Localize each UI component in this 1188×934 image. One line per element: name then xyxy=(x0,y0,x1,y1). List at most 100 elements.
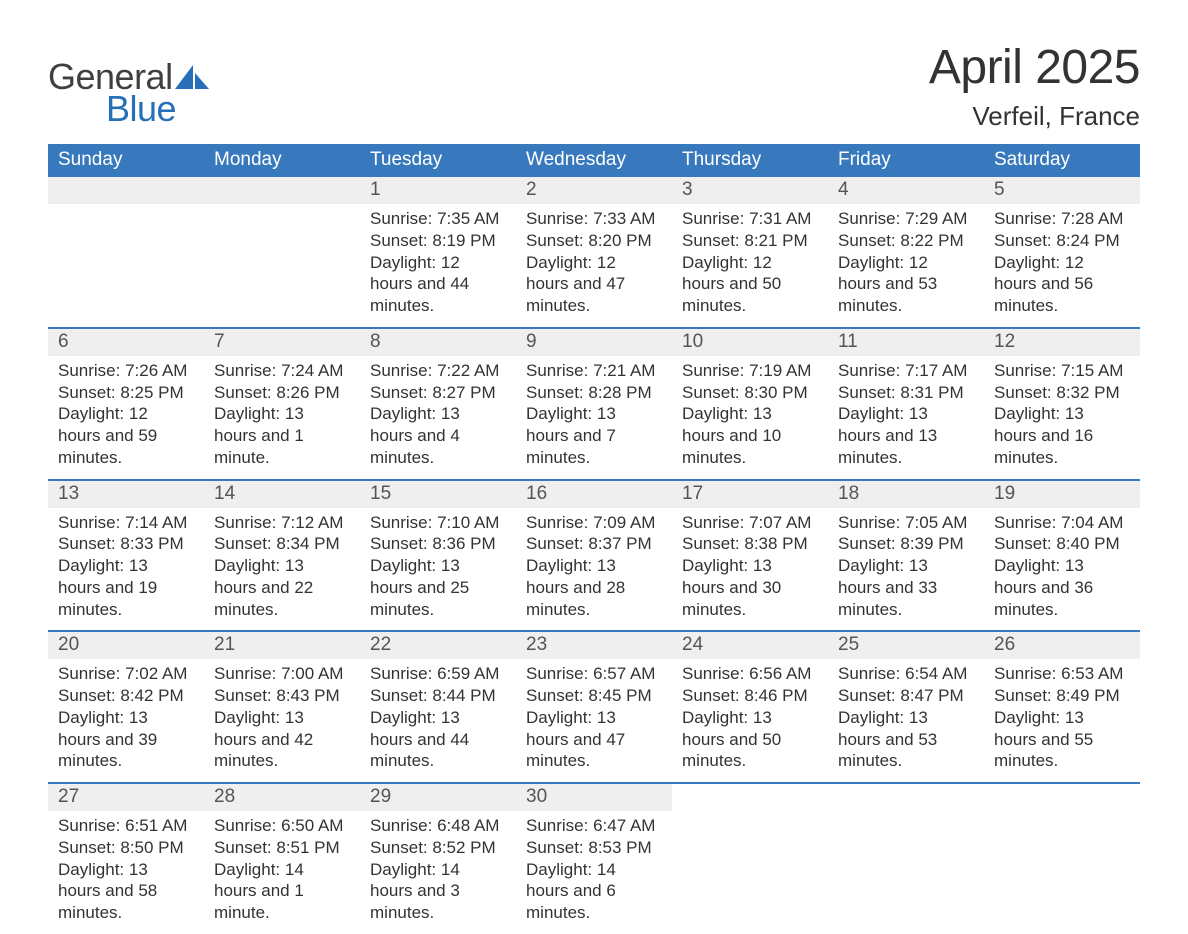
day-cell: 19Sunrise: 7:04 AMSunset: 8:40 PMDayligh… xyxy=(984,481,1140,631)
sunset-text: Sunset: 8:38 PM xyxy=(682,533,818,555)
sunrise-text: Sunrise: 7:22 AM xyxy=(370,360,506,382)
sunrise-text: Sunrise: 7:10 AM xyxy=(370,512,506,534)
sunrise-text: Sunrise: 7:33 AM xyxy=(526,208,662,230)
daylight-text: Daylight: 12 hours and 44 minutes. xyxy=(370,252,506,317)
day-content: Sunrise: 6:48 AMSunset: 8:52 PMDaylight:… xyxy=(360,811,516,924)
day-cell: 27Sunrise: 6:51 AMSunset: 8:50 PMDayligh… xyxy=(48,784,204,934)
sunset-text: Sunset: 8:31 PM xyxy=(838,382,974,404)
sunrise-text: Sunrise: 7:14 AM xyxy=(58,512,194,534)
sunset-text: Sunset: 8:51 PM xyxy=(214,837,350,859)
day-content: Sunrise: 6:47 AMSunset: 8:53 PMDaylight:… xyxy=(516,811,672,924)
day-number: 15 xyxy=(360,481,516,508)
day-number: 23 xyxy=(516,632,672,659)
logo-text-blue: Blue xyxy=(106,88,209,130)
weekday-header: Sunday xyxy=(48,144,204,177)
weeks-container: 1Sunrise: 7:35 AMSunset: 8:19 PMDaylight… xyxy=(48,177,1140,934)
day-cell: 17Sunrise: 7:07 AMSunset: 8:38 PMDayligh… xyxy=(672,481,828,631)
day-number xyxy=(48,177,204,204)
sunset-text: Sunset: 8:28 PM xyxy=(526,382,662,404)
sunset-text: Sunset: 8:25 PM xyxy=(58,382,194,404)
day-cell: 6Sunrise: 7:26 AMSunset: 8:25 PMDaylight… xyxy=(48,329,204,479)
sunrise-text: Sunrise: 7:05 AM xyxy=(838,512,974,534)
day-content: Sunrise: 7:28 AMSunset: 8:24 PMDaylight:… xyxy=(984,204,1140,317)
day-cell: 4Sunrise: 7:29 AMSunset: 8:22 PMDaylight… xyxy=(828,177,984,327)
sunrise-text: Sunrise: 6:51 AM xyxy=(58,815,194,837)
sunset-text: Sunset: 8:36 PM xyxy=(370,533,506,555)
day-number xyxy=(204,177,360,204)
daylight-text: Daylight: 13 hours and 30 minutes. xyxy=(682,555,818,620)
day-cell: 11Sunrise: 7:17 AMSunset: 8:31 PMDayligh… xyxy=(828,329,984,479)
sunrise-text: Sunrise: 7:29 AM xyxy=(838,208,974,230)
day-content: Sunrise: 6:54 AMSunset: 8:47 PMDaylight:… xyxy=(828,659,984,772)
weekday-header: Monday xyxy=(204,144,360,177)
sunset-text: Sunset: 8:52 PM xyxy=(370,837,506,859)
sunrise-text: Sunrise: 6:54 AM xyxy=(838,663,974,685)
sunset-text: Sunset: 8:27 PM xyxy=(370,382,506,404)
daylight-text: Daylight: 12 hours and 53 minutes. xyxy=(838,252,974,317)
day-content: Sunrise: 7:21 AMSunset: 8:28 PMDaylight:… xyxy=(516,356,672,469)
daylight-text: Daylight: 13 hours and 58 minutes. xyxy=(58,859,194,924)
day-cell: 25Sunrise: 6:54 AMSunset: 8:47 PMDayligh… xyxy=(828,632,984,782)
day-cell: 7Sunrise: 7:24 AMSunset: 8:26 PMDaylight… xyxy=(204,329,360,479)
day-cell: 13Sunrise: 7:14 AMSunset: 8:33 PMDayligh… xyxy=(48,481,204,631)
week-row: 1Sunrise: 7:35 AMSunset: 8:19 PMDaylight… xyxy=(48,177,1140,327)
sunrise-text: Sunrise: 7:15 AM xyxy=(994,360,1130,382)
day-cell: 10Sunrise: 7:19 AMSunset: 8:30 PMDayligh… xyxy=(672,329,828,479)
daylight-text: Daylight: 13 hours and 10 minutes. xyxy=(682,403,818,468)
day-number: 28 xyxy=(204,784,360,811)
sunrise-text: Sunrise: 7:07 AM xyxy=(682,512,818,534)
sunrise-text: Sunrise: 7:17 AM xyxy=(838,360,974,382)
daylight-text: Daylight: 13 hours and 25 minutes. xyxy=(370,555,506,620)
sunset-text: Sunset: 8:34 PM xyxy=(214,533,350,555)
sunrise-text: Sunrise: 7:09 AM xyxy=(526,512,662,534)
day-content: Sunrise: 7:10 AMSunset: 8:36 PMDaylight:… xyxy=(360,508,516,621)
title-block: April 2025 Verfeil, France xyxy=(929,40,1140,132)
sunrise-text: Sunrise: 6:50 AM xyxy=(214,815,350,837)
daylight-text: Daylight: 12 hours and 50 minutes. xyxy=(682,252,818,317)
sunrise-text: Sunrise: 7:31 AM xyxy=(682,208,818,230)
sunrise-text: Sunrise: 7:02 AM xyxy=(58,663,194,685)
day-cell: 18Sunrise: 7:05 AMSunset: 8:39 PMDayligh… xyxy=(828,481,984,631)
sunset-text: Sunset: 8:30 PM xyxy=(682,382,818,404)
day-cell: 15Sunrise: 7:10 AMSunset: 8:36 PMDayligh… xyxy=(360,481,516,631)
day-content: Sunrise: 6:50 AMSunset: 8:51 PMDaylight:… xyxy=(204,811,360,924)
sunrise-text: Sunrise: 6:57 AM xyxy=(526,663,662,685)
sunrise-text: Sunrise: 6:59 AM xyxy=(370,663,506,685)
day-number xyxy=(672,784,828,811)
daylight-text: Daylight: 13 hours and 7 minutes. xyxy=(526,403,662,468)
sunrise-text: Sunrise: 7:26 AM xyxy=(58,360,194,382)
daylight-text: Daylight: 13 hours and 13 minutes. xyxy=(838,403,974,468)
day-cell: 29Sunrise: 6:48 AMSunset: 8:52 PMDayligh… xyxy=(360,784,516,934)
week-row: 20Sunrise: 7:02 AMSunset: 8:42 PMDayligh… xyxy=(48,630,1140,782)
day-number: 6 xyxy=(48,329,204,356)
day-number: 26 xyxy=(984,632,1140,659)
day-cell xyxy=(984,784,1140,934)
sunset-text: Sunset: 8:40 PM xyxy=(994,533,1130,555)
day-content: Sunrise: 7:26 AMSunset: 8:25 PMDaylight:… xyxy=(48,356,204,469)
day-cell xyxy=(48,177,204,327)
day-number: 1 xyxy=(360,177,516,204)
daylight-text: Daylight: 12 hours and 47 minutes. xyxy=(526,252,662,317)
day-cell: 23Sunrise: 6:57 AMSunset: 8:45 PMDayligh… xyxy=(516,632,672,782)
day-cell xyxy=(672,784,828,934)
day-number: 16 xyxy=(516,481,672,508)
sunset-text: Sunset: 8:53 PM xyxy=(526,837,662,859)
daylight-text: Daylight: 13 hours and 47 minutes. xyxy=(526,707,662,772)
day-content: Sunrise: 7:14 AMSunset: 8:33 PMDaylight:… xyxy=(48,508,204,621)
daylight-text: Daylight: 12 hours and 56 minutes. xyxy=(994,252,1130,317)
day-content: Sunrise: 7:09 AMSunset: 8:37 PMDaylight:… xyxy=(516,508,672,621)
day-number: 22 xyxy=(360,632,516,659)
sunset-text: Sunset: 8:49 PM xyxy=(994,685,1130,707)
daylight-text: Daylight: 13 hours and 55 minutes. xyxy=(994,707,1130,772)
day-cell: 2Sunrise: 7:33 AMSunset: 8:20 PMDaylight… xyxy=(516,177,672,327)
daylight-text: Daylight: 13 hours and 36 minutes. xyxy=(994,555,1130,620)
day-cell: 20Sunrise: 7:02 AMSunset: 8:42 PMDayligh… xyxy=(48,632,204,782)
day-number: 25 xyxy=(828,632,984,659)
week-row: 6Sunrise: 7:26 AMSunset: 8:25 PMDaylight… xyxy=(48,327,1140,479)
sunrise-text: Sunrise: 6:53 AM xyxy=(994,663,1130,685)
weekday-header: Wednesday xyxy=(516,144,672,177)
week-row: 27Sunrise: 6:51 AMSunset: 8:50 PMDayligh… xyxy=(48,782,1140,934)
day-content: Sunrise: 7:24 AMSunset: 8:26 PMDaylight:… xyxy=(204,356,360,469)
day-cell xyxy=(204,177,360,327)
sunrise-text: Sunrise: 7:00 AM xyxy=(214,663,350,685)
